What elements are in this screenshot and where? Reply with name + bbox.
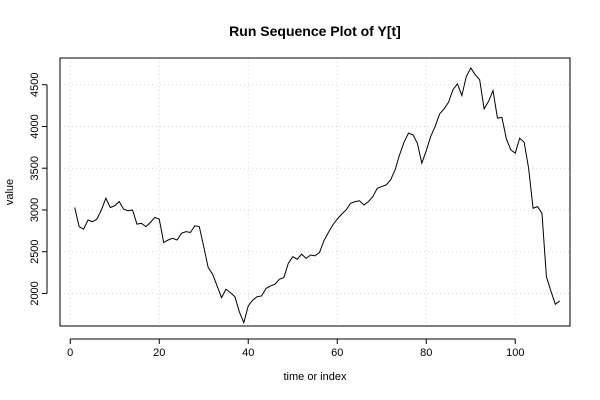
x-tick-label: 80 (420, 347, 432, 359)
y-tick-label: 4000 (29, 114, 41, 138)
x-tick-label: 100 (506, 347, 524, 359)
x-tick-label: 20 (153, 347, 165, 359)
x-axis: 0 20 40 60 80 100 (67, 338, 524, 359)
y-tick-label: 4500 (29, 72, 41, 96)
x-tick-label: 40 (242, 347, 254, 359)
x-tick-label: 60 (331, 347, 343, 359)
plot-frame (59, 57, 571, 327)
chart-title: Run Sequence Plot of Y[t] (229, 23, 401, 39)
y-tick-label: 2000 (29, 281, 41, 305)
y-tick-label: 3000 (29, 198, 41, 222)
y-axis: 2000 2500 3000 3500 4000 4500 (29, 72, 48, 306)
x-tick-label: 0 (67, 347, 73, 359)
series-line-1 (74, 67, 561, 325)
y-axis-label: value (4, 179, 16, 205)
y-tick-label: 2500 (29, 239, 41, 263)
grid (60, 58, 570, 326)
y-tick-label: 3500 (29, 156, 41, 180)
series-layer (74, 67, 561, 325)
x-axis-label: time or index (284, 371, 347, 383)
